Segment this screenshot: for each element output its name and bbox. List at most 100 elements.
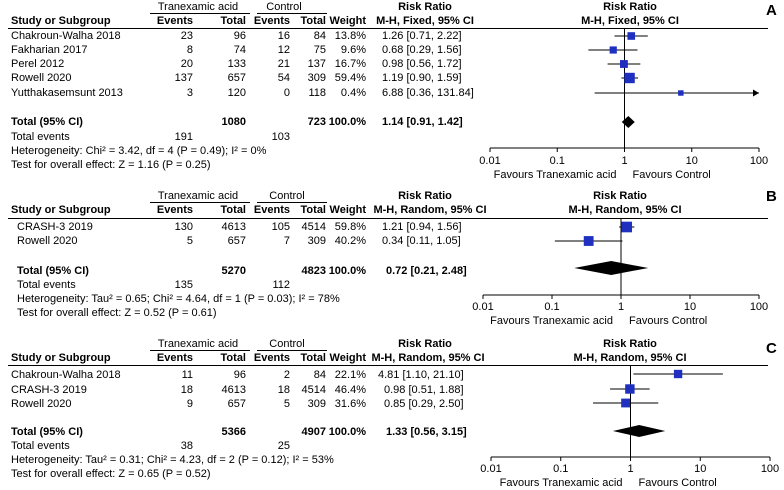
- weight-column-header: Weight: [329, 204, 366, 216]
- study-effect-square: [627, 32, 636, 40]
- events-tranexamic: 11: [181, 369, 193, 381]
- events-column-header: Events: [253, 204, 290, 216]
- group2-header: Control: [269, 190, 305, 202]
- favours-left-label: Favours Tranexamic acid: [500, 477, 623, 489]
- risk-ratio-ci: 0.68 [0.29, 1.56]: [382, 44, 462, 56]
- study-effect-square: [583, 236, 594, 246]
- total-control: 723: [307, 116, 326, 128]
- plot-title: Risk Ratio: [603, 338, 657, 350]
- total-events-tranexamic: 38: [180, 440, 193, 452]
- total-tranexamic: 5366: [221, 426, 246, 438]
- forest-panel-b: Tranexamic acid Control Risk Ratio Risk …: [0, 188, 784, 330]
- study-name: Rowell 2020: [17, 235, 78, 247]
- pooled-effect-diamond: [574, 261, 649, 275]
- study-effect-square: [624, 72, 635, 84]
- group1-header-rule: [150, 202, 250, 203]
- axis-tick-label: 10: [694, 463, 706, 475]
- overall-effect-text: Test for overall effect: Z = 1.16 (P = 0…: [11, 159, 211, 171]
- weight: 59.8%: [334, 221, 366, 233]
- risk-ratio-ci: 1.19 [0.90, 1.59]: [382, 72, 462, 84]
- group2-header-rule: [257, 202, 327, 203]
- total-events-control: 103: [271, 131, 290, 143]
- total-column-header: Total: [300, 15, 326, 27]
- panel-label-b: B: [766, 188, 777, 205]
- study-effect-square: [619, 60, 628, 68]
- overall-effect-text: Test for overall effect: Z = 0.65 (P = 0…: [11, 468, 211, 480]
- events-column-header: Events: [156, 15, 193, 27]
- events-control: 0: [283, 87, 290, 99]
- total-column-header: Total: [300, 204, 326, 216]
- forest-panel-a: Tranexamic acid Control Risk Ratio Risk …: [0, 0, 784, 181]
- total-column-header: Total: [220, 15, 246, 27]
- overall-effect-text: Test for overall effect: Z = 0.52 (P = 0…: [17, 307, 217, 319]
- events-tranexamic: 137: [174, 72, 193, 84]
- total-label: Total (95% CI): [11, 116, 83, 128]
- weight: 59.4%: [334, 72, 366, 84]
- study-name: Perel 2012: [11, 58, 65, 70]
- risk-ratio-header: Risk Ratio: [398, 190, 452, 202]
- risk-ratio-ci: 0.34 [0.11, 1.05]: [382, 235, 461, 247]
- heterogeneity-text: Heterogeneity: Tau² = 0.65; Chi² = 4.64,…: [17, 293, 340, 305]
- events-tranexamic: 20: [180, 58, 193, 70]
- weight: 0.4%: [340, 87, 366, 99]
- study-name: Fakharian 2017: [11, 44, 88, 56]
- total-control: 4907: [301, 426, 326, 438]
- axis-tick-label: 100: [750, 155, 768, 167]
- favours-left-label: Favours Tranexamic acid: [490, 315, 613, 327]
- study-name: Rowell 2020: [11, 398, 72, 410]
- total-column-header: Total: [300, 352, 326, 364]
- favours-right-label: Favours Control: [633, 169, 711, 181]
- total-control: 84: [313, 369, 326, 381]
- group1-header-rule: [150, 350, 250, 351]
- risk-ratio-header: Risk Ratio: [398, 338, 452, 350]
- group1-header: Tranexamic acid: [157, 1, 239, 13]
- total-weight: 100.0%: [328, 426, 366, 438]
- total-tranexamic: 74: [233, 44, 246, 56]
- total-tranexamic: 657: [227, 398, 246, 410]
- events-column-header: Events: [156, 204, 193, 216]
- total-control: 84: [313, 30, 326, 42]
- total-events-control: 25: [277, 440, 290, 452]
- events-column-header: Events: [253, 352, 290, 364]
- weight-column-header: Weight: [329, 15, 366, 27]
- risk-ratio-ci: 1.21 [0.94, 1.56]: [382, 221, 462, 233]
- header-rule: [8, 365, 768, 366]
- study-name: Yutthakasemsunt 2013: [11, 87, 123, 99]
- study-name: Rowell 2020: [11, 72, 72, 84]
- study-effect-square: [625, 384, 635, 394]
- plot-title: Risk Ratio: [593, 190, 647, 202]
- weight-column-header: Weight: [329, 352, 366, 364]
- events-control: 7: [283, 235, 290, 247]
- study-effect-square: [609, 46, 617, 54]
- events-tranexamic: 9: [186, 398, 193, 410]
- axis-tick-label: 0.01: [480, 463, 501, 475]
- risk-ratio-ci: 0.98 [0.56, 1.72]: [382, 58, 462, 70]
- events-tranexamic: 8: [186, 44, 193, 56]
- header-rule: [8, 218, 768, 219]
- events-column-header: Events: [253, 15, 290, 27]
- weight: 9.6%: [340, 44, 366, 56]
- group2-header: Control: [266, 1, 302, 13]
- method-column-header: M-H, Random, 95% CI: [373, 204, 487, 216]
- total-control: 75: [313, 44, 326, 56]
- ci-overflow-arrow: [753, 89, 759, 97]
- total-control: 309: [307, 72, 326, 84]
- total-tranexamic: 657: [227, 235, 246, 247]
- total-risk-ratio-ci: 1.33 [0.56, 3.15]: [386, 426, 467, 438]
- method-column-header: M-H, Fixed, 95% CI: [376, 15, 474, 27]
- favours-right-label: Favours Control: [629, 315, 707, 327]
- total-events-label: Total events: [11, 131, 70, 143]
- weight: 13.8%: [334, 30, 366, 42]
- group2-header: Control: [269, 338, 305, 350]
- total-control: 309: [307, 235, 326, 247]
- axis-tick-label: 100: [761, 463, 779, 475]
- total-weight: 100.0%: [328, 116, 366, 128]
- study-name: CRASH-3 2019: [17, 221, 93, 233]
- total-control: 309: [307, 398, 326, 410]
- forest-panel-c: Tranexamic acid Control Risk Ratio Risk …: [0, 338, 784, 490]
- axis-tick-label: 0.01: [472, 301, 493, 313]
- study-column-header: Study or Subgroup: [11, 15, 111, 27]
- plot-title: Risk Ratio: [603, 1, 657, 13]
- axis-tick-label: 1: [621, 155, 627, 167]
- axis-tick-label: 100: [750, 301, 768, 313]
